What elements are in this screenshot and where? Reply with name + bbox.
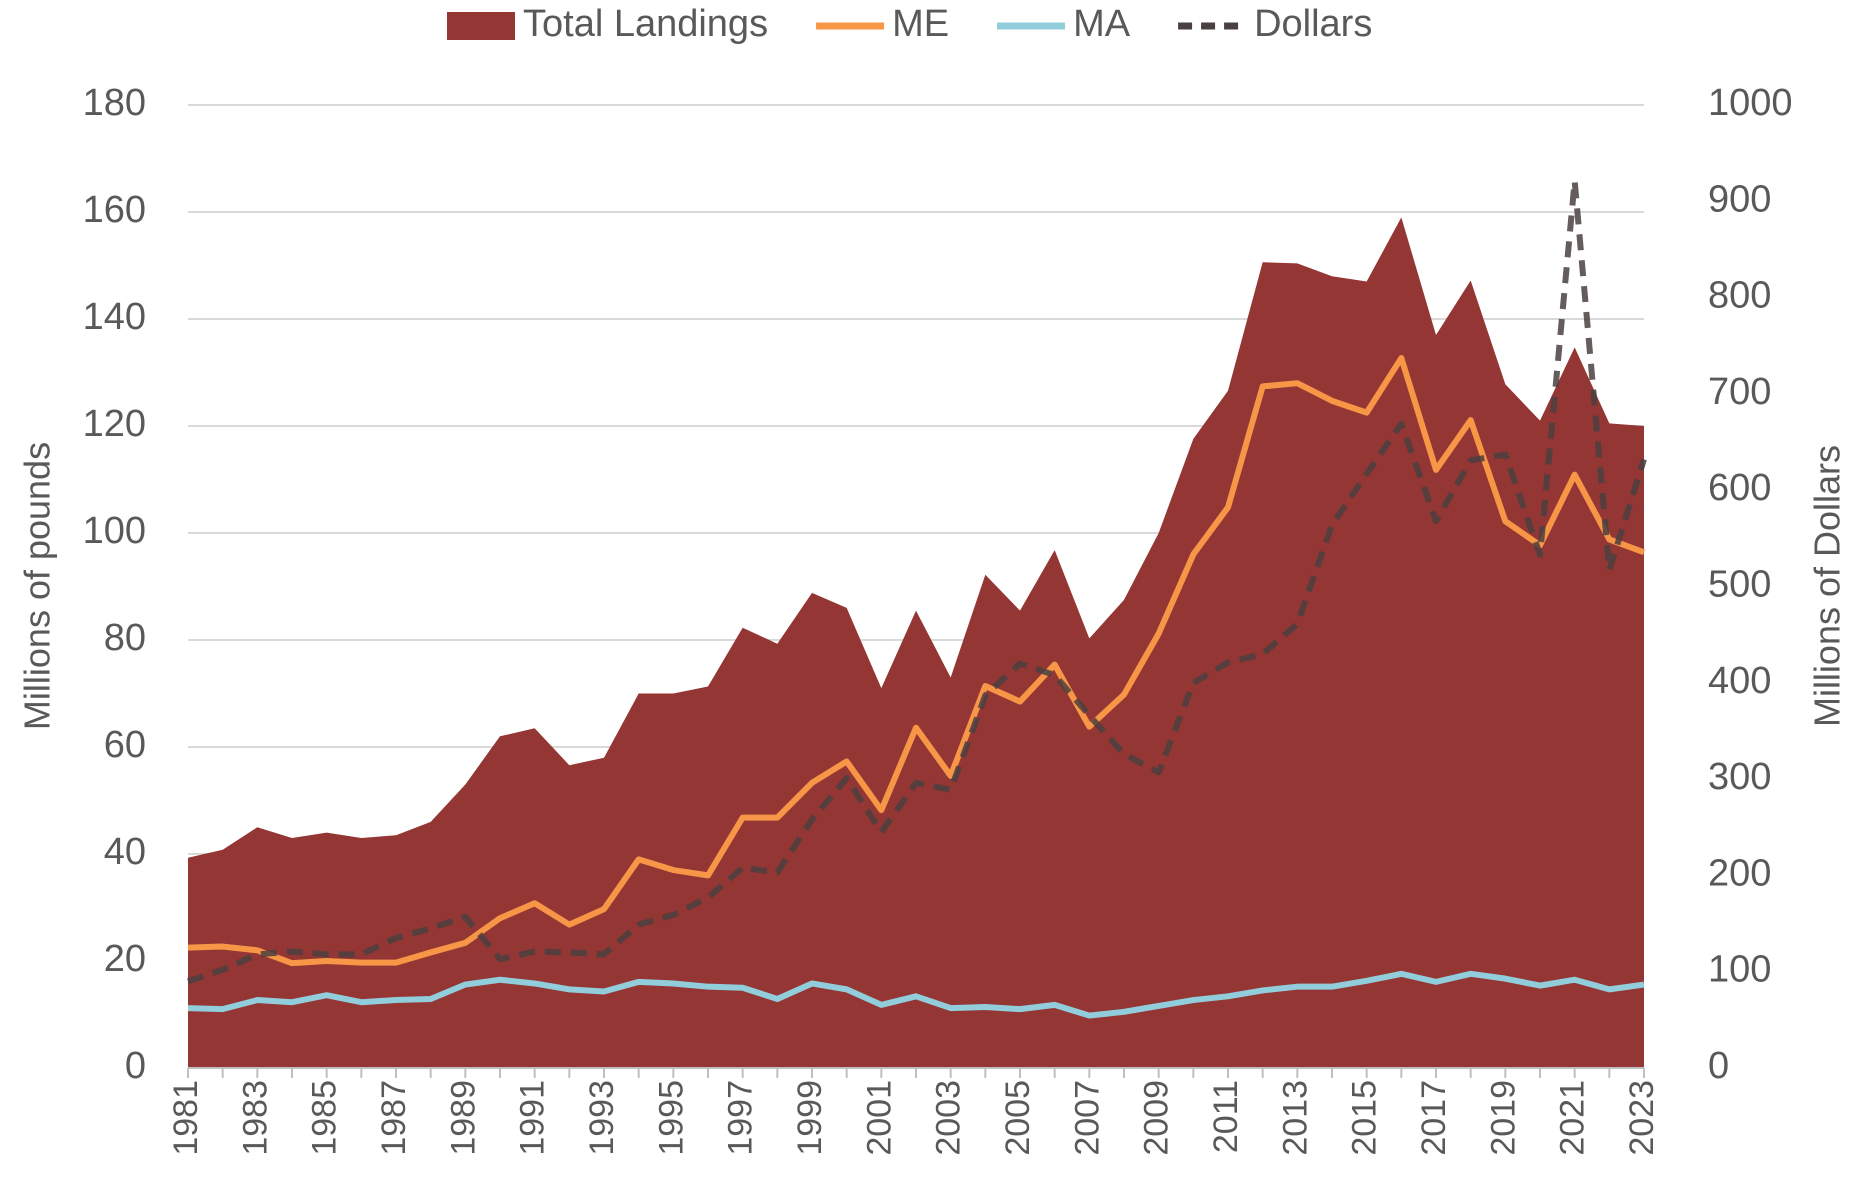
x-tick-label: 2009 xyxy=(1138,1080,1176,1156)
y2-tick-label: 500 xyxy=(1708,564,1771,606)
y2-tick-label: 0 xyxy=(1708,1045,1729,1087)
y2-tick-label: 900 xyxy=(1708,178,1771,220)
y-tick-label: 120 xyxy=(83,403,146,445)
y2-tick-label: 800 xyxy=(1708,275,1771,317)
y-tick-label: 160 xyxy=(83,189,146,231)
y2-tick-label: 100 xyxy=(1708,949,1771,991)
y-tick-label: 140 xyxy=(83,296,146,338)
line xyxy=(187,178,1647,985)
x-tick-label: 2023 xyxy=(1623,1080,1661,1156)
x-tick-label: 1993 xyxy=(583,1080,621,1156)
x-tick-label: 2001 xyxy=(860,1080,898,1156)
x-tick-label: 2017 xyxy=(1415,1080,1453,1156)
y2-tick-label: 400 xyxy=(1708,660,1771,702)
x-tick-label: 1997 xyxy=(722,1080,760,1156)
legend-label: Dollars xyxy=(1254,3,1372,45)
y2-tick-label: 300 xyxy=(1708,756,1771,798)
y2-tick-label: 1000 xyxy=(1708,82,1793,124)
x-tick-label: 2015 xyxy=(1346,1080,1384,1156)
x-tick-label: 2003 xyxy=(930,1080,968,1156)
area xyxy=(188,217,1644,1069)
y-tick-label: 180 xyxy=(83,82,146,124)
line xyxy=(187,970,1645,1019)
y2-tick-label: 700 xyxy=(1708,371,1771,413)
x-tick-label: 2011 xyxy=(1207,1080,1245,1153)
y2-tick-label: 200 xyxy=(1708,852,1771,894)
line xyxy=(187,355,1646,967)
legend-label: MA xyxy=(1073,3,1131,45)
x-tick-label: 2019 xyxy=(1484,1080,1522,1156)
y-axis-label: Millions of pounds xyxy=(17,442,58,730)
x-tick-label: 2013 xyxy=(1276,1080,1314,1156)
x-tick-label: 1989 xyxy=(444,1080,482,1156)
y-tick-label: 20 xyxy=(104,938,146,980)
x-tick-label: 1981 xyxy=(167,1080,205,1156)
y-tick-label: 100 xyxy=(83,510,146,552)
x-tick-label: 2005 xyxy=(999,1080,1037,1156)
x-tick-label: 1991 xyxy=(514,1080,552,1156)
y2-tick-label: 600 xyxy=(1708,467,1771,509)
y-tick-label: 40 xyxy=(104,831,146,873)
x-tick-label: 1999 xyxy=(791,1080,829,1156)
legend-label: ME xyxy=(892,3,949,45)
y2-axis-label: Millions of Dollars xyxy=(1807,445,1848,727)
legend-label: Total Landings xyxy=(523,3,768,45)
legend-swatch xyxy=(447,12,515,40)
y-tick-label: 0 xyxy=(125,1045,146,1087)
x-tick-label: 1985 xyxy=(306,1080,344,1156)
x-tick-label: 1983 xyxy=(236,1080,274,1156)
y-tick-label: 80 xyxy=(104,617,146,659)
x-tick-label: 1995 xyxy=(652,1080,690,1156)
x-tick-label: 1987 xyxy=(375,1080,413,1156)
x-tick-label: 2021 xyxy=(1554,1080,1592,1156)
x-tick-label: 2007 xyxy=(1068,1080,1106,1156)
y-tick-label: 60 xyxy=(104,724,146,766)
